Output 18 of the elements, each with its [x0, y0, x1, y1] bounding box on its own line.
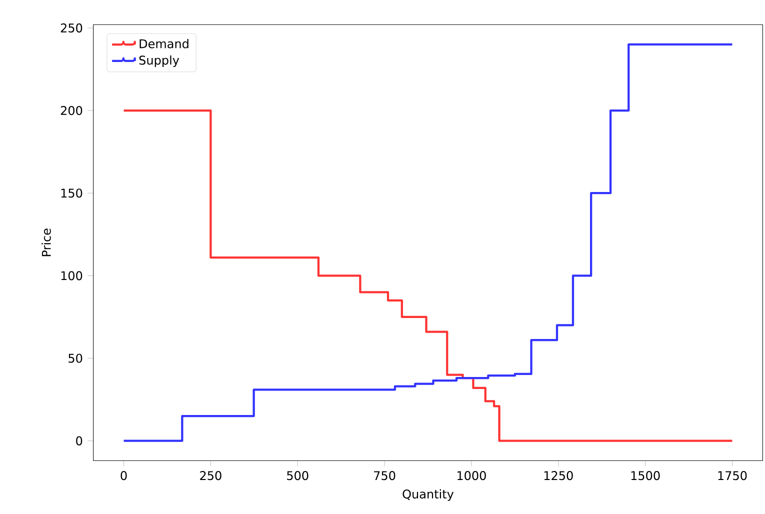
y-tick-label: 200: [60, 106, 82, 116]
legend-label: Supply: [139, 55, 180, 68]
y-tick-label: 0: [76, 436, 82, 446]
y-tick-label: 50: [68, 354, 82, 363]
y-tick-label: 100: [61, 271, 82, 280]
x-axis-title: Quantity: [402, 489, 454, 501]
x-tick-label: 1250: [544, 471, 573, 480]
x-tick-label: 1500: [631, 471, 660, 480]
y-axis-title: Price: [42, 228, 51, 256]
y-tick-label: 150: [61, 188, 82, 198]
x-tick-label: 500: [287, 471, 308, 480]
x-tick-label: 250: [200, 471, 222, 480]
x-tick-label: 1750: [718, 471, 747, 480]
x-tick-label: 750: [374, 471, 396, 480]
x-tick-label: 1000: [458, 471, 486, 480]
legend-label: Demand: [140, 38, 188, 48]
y-tick-label: 250: [60, 23, 82, 32]
x-tick-label: 0: [120, 471, 127, 480]
